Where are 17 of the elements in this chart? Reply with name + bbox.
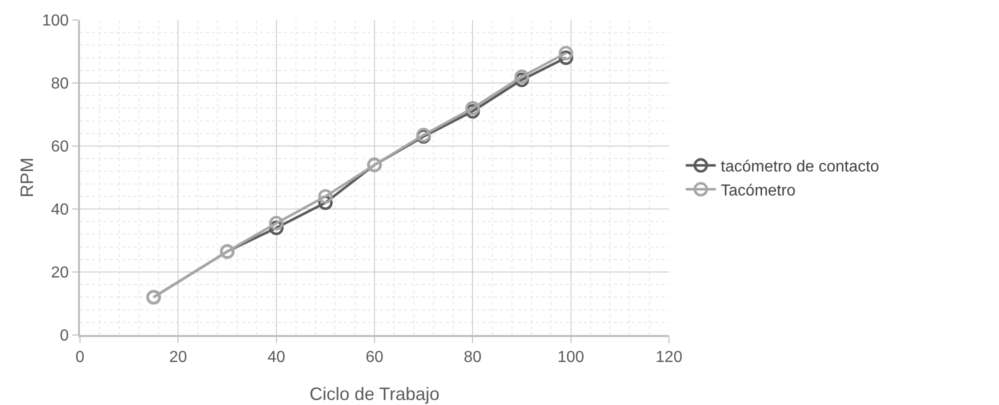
x-tick-label: 60 bbox=[366, 349, 384, 366]
x-tick-label: 80 bbox=[464, 349, 482, 366]
y-tick-label: 20 bbox=[51, 264, 69, 282]
x-tick-label: 0 bbox=[76, 349, 85, 366]
legend-label: Tacómetro bbox=[720, 182, 796, 200]
x-tick-label: 20 bbox=[169, 349, 188, 366]
x-axis-title: Ciclo de Trabajo bbox=[309, 384, 440, 404]
x-tick-label: 40 bbox=[267, 349, 286, 366]
legend-label: tacómetro de contacto bbox=[720, 158, 880, 176]
y-tick-label: 80 bbox=[51, 76, 69, 93]
y-tick-label: 0 bbox=[60, 328, 69, 345]
y-axis-title: RPM bbox=[17, 158, 37, 198]
x-tick-label: 100 bbox=[557, 349, 584, 366]
y-tick-label: 100 bbox=[42, 12, 69, 30]
y-tick-label: 40 bbox=[51, 202, 69, 219]
y-tick-label: 60 bbox=[51, 138, 69, 156]
x-tick-label: 120 bbox=[656, 349, 682, 366]
